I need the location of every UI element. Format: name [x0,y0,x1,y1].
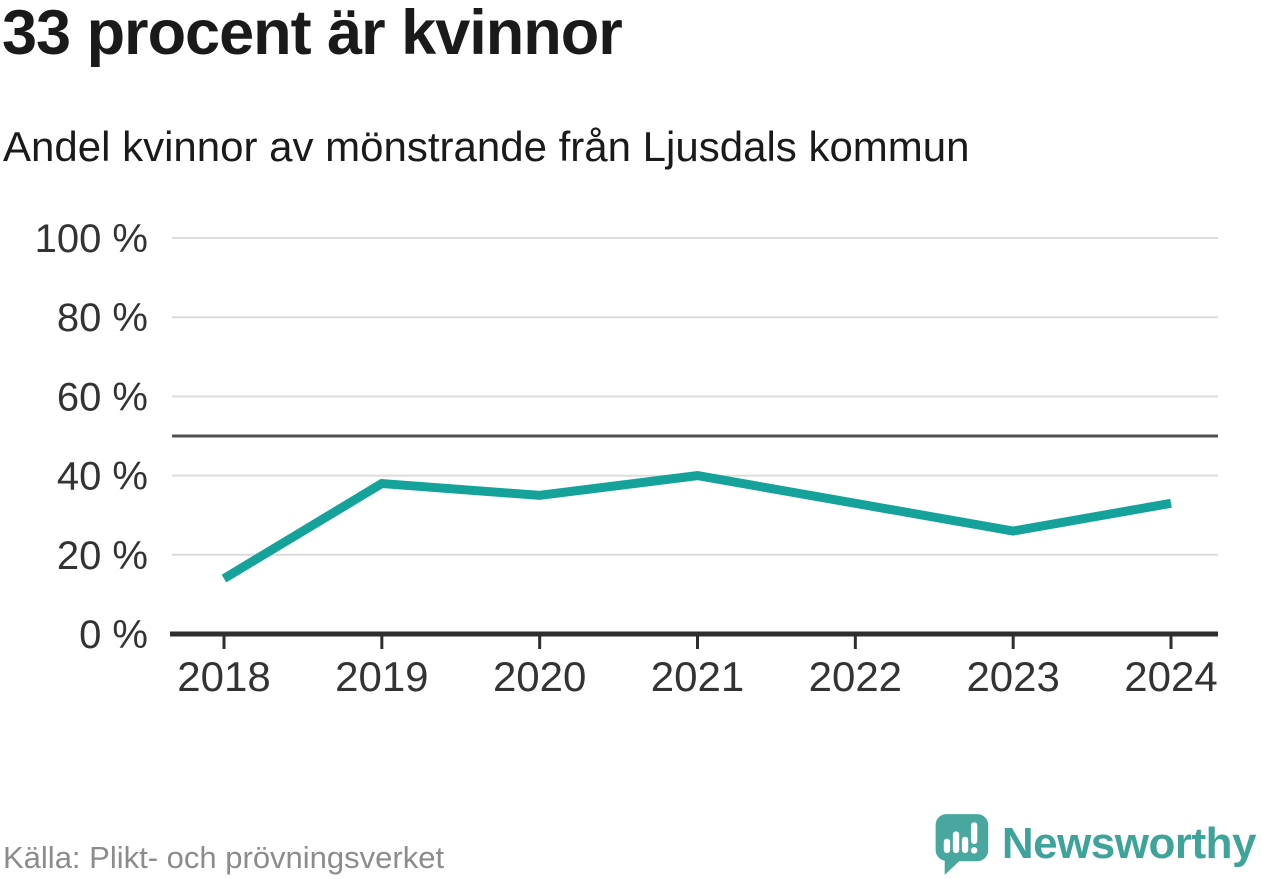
x-tick-label: 2020 [493,653,586,700]
y-tick-label: 60 % [57,375,148,419]
x-tick-label: 2018 [177,653,270,700]
chart-title: 33 procent är kvinnor [2,0,623,68]
y-tick-label: 40 % [57,455,148,499]
y-tick-label: 20 % [57,534,148,578]
x-tick-label: 2023 [966,653,1059,700]
data-line [221,471,1172,583]
line-chart: 0 % 20 % 40 % 60 % 80 % 100 % 2018 2019 2020 2021… [0,210,1262,710]
source-note: Källa: Plikt- och prövningsverket [3,840,445,875]
y-tick-label: 80 % [57,296,148,340]
brand-name: Newsworthy [1001,819,1257,868]
chart-subtitle: Andel kvinnor av mönstrande från Ljusdal… [3,123,970,170]
x-tick-label: 2022 [809,653,902,700]
y-tick-label: 0 % [79,613,148,657]
newsworthy-logo-svg [935,814,989,875]
x-tick-label: 2021 [651,653,744,700]
x-tick-label: 2024 [1124,653,1217,700]
line-chart-canvas: 0 % 20 % 40 % 60 % 80 % 100 % 2018 2019 2020 2021… [35,217,1218,700]
y-tick-label: 100 % [35,217,148,261]
brand: Newsworthy [932,812,1257,876]
newsworthy-logo-icon [932,813,990,875]
x-tick-label: 2019 [335,653,428,700]
